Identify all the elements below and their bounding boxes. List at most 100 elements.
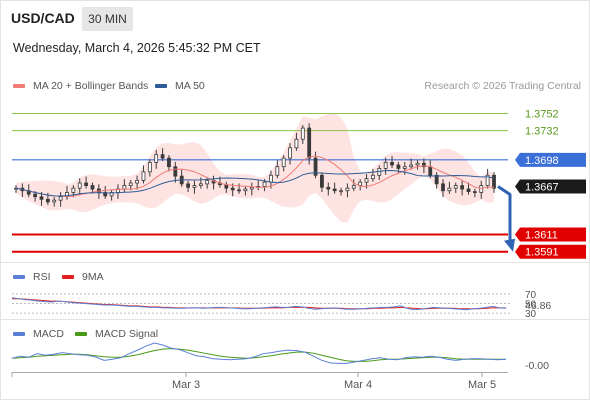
level-label-box bbox=[515, 227, 586, 242]
candle-body bbox=[141, 171, 146, 181]
level-label-0: 1.3752 bbox=[525, 108, 559, 120]
macd-signal-swatch bbox=[75, 332, 87, 336]
x-tick-label: Mar 3 bbox=[172, 379, 200, 391]
candle-body bbox=[128, 182, 133, 186]
candle-body bbox=[358, 181, 363, 186]
level-label-text: 1.3667 bbox=[525, 181, 559, 193]
level-label-text: 1.3698 bbox=[525, 155, 559, 167]
level-label-text: 1.3611 bbox=[525, 230, 558, 242]
candle-body bbox=[160, 154, 165, 159]
candle-body bbox=[249, 186, 254, 190]
ma50-swatch bbox=[155, 84, 167, 88]
legend-rsi-ma-label: 9MA bbox=[82, 271, 104, 283]
candle-body bbox=[428, 166, 433, 176]
timeframe-button[interactable]: 30 MIN bbox=[82, 7, 133, 31]
ma20-line bbox=[15, 155, 495, 198]
candle-body bbox=[230, 187, 235, 191]
candle-body bbox=[415, 162, 420, 166]
legend-rsi-label: RSI bbox=[33, 271, 51, 283]
macd-signal-line bbox=[11, 348, 506, 362]
rsi-level-label: 70 bbox=[525, 290, 537, 301]
candle-body bbox=[300, 127, 305, 140]
level-label-box bbox=[515, 152, 586, 167]
candle-body bbox=[71, 187, 76, 193]
candle-body bbox=[383, 161, 388, 169]
forecast-arrow bbox=[497, 185, 512, 244]
rsi-level-label: 30 bbox=[525, 309, 537, 320]
level-label-text: 1.3752 bbox=[525, 108, 559, 120]
x-tick-label: Mar 5 bbox=[468, 379, 496, 391]
ma20-swatch bbox=[13, 84, 25, 88]
legend-ma50-label: MA 50 bbox=[175, 80, 205, 92]
level-label-text: 1.3732 bbox=[525, 126, 559, 138]
candle-body bbox=[313, 157, 318, 176]
legend-macd-signal: MACD Signal bbox=[75, 328, 158, 340]
legend-macd: MACD bbox=[13, 328, 64, 340]
ma50-line bbox=[15, 170, 495, 197]
legend-macd-label: MACD bbox=[33, 328, 64, 340]
legend-macd-signal-label: MACD Signal bbox=[95, 328, 159, 340]
macd-line bbox=[11, 342, 507, 364]
candle-body bbox=[390, 161, 394, 166]
candle-body bbox=[186, 183, 190, 188]
candle-body bbox=[466, 188, 471, 192]
x-tick-label: Mar 4 bbox=[344, 379, 372, 391]
candle-body bbox=[269, 174, 273, 183]
candle-body bbox=[421, 162, 426, 168]
level-label-3: 1.3667 bbox=[515, 179, 586, 194]
candle-body bbox=[167, 157, 171, 168]
candle-body bbox=[345, 187, 350, 192]
legend-ma20: MA 20 + Bollinger Bands bbox=[13, 80, 148, 92]
candle-body bbox=[396, 164, 401, 169]
candle-body bbox=[332, 188, 337, 192]
chart-datetime: Wednesday, March 4, 2026 5:45:32 PM CET bbox=[13, 41, 261, 55]
candle-body bbox=[402, 166, 407, 169]
level-label-4: 1.3611 bbox=[515, 227, 586, 242]
candle-body bbox=[122, 185, 127, 190]
candle-body bbox=[339, 190, 343, 193]
level-label-box bbox=[515, 179, 586, 194]
candle-body bbox=[447, 187, 452, 192]
bollinger-band bbox=[16, 113, 494, 223]
candle-body bbox=[351, 185, 356, 189]
candle-body bbox=[237, 189, 241, 192]
candle-body bbox=[472, 191, 477, 193]
candle-body bbox=[275, 166, 280, 176]
legend-rsi-ma: 9MA bbox=[62, 271, 104, 283]
candle-body bbox=[103, 192, 108, 197]
level-label-2: 1.3698 bbox=[515, 152, 586, 167]
macd-value-label: -0.00 bbox=[525, 360, 549, 372]
candle-body bbox=[77, 182, 82, 189]
level-label-5: 1.3591 bbox=[515, 244, 586, 259]
candle-body bbox=[58, 196, 63, 201]
candle-body bbox=[205, 180, 210, 185]
candle-body bbox=[243, 188, 248, 192]
research-credit: Research © 2026 Trading Central bbox=[424, 80, 581, 92]
candle-body bbox=[52, 199, 57, 203]
candle-body bbox=[262, 181, 267, 187]
candle-body bbox=[45, 198, 50, 203]
candle-body bbox=[84, 182, 89, 186]
legend-ma20-label: MA 20 + Bollinger Bands bbox=[33, 80, 149, 92]
candle-body bbox=[307, 127, 312, 159]
candle-body bbox=[320, 174, 324, 188]
candle-body bbox=[33, 193, 38, 198]
candle-body bbox=[147, 161, 152, 173]
rsi-swatch bbox=[13, 275, 25, 279]
rsi-ma-swatch bbox=[62, 275, 74, 279]
candle-body bbox=[479, 185, 484, 193]
candle-body bbox=[441, 183, 445, 192]
candle-body bbox=[288, 147, 292, 159]
level-label-1: 1.3732 bbox=[525, 126, 559, 138]
legend-ma50: MA 50 bbox=[155, 80, 205, 92]
candle-body bbox=[371, 174, 375, 180]
rsi-level-label: 50 bbox=[525, 300, 537, 311]
candle-body bbox=[90, 185, 95, 190]
macd-swatch bbox=[13, 332, 25, 336]
instrument-symbol: USD/CAD bbox=[11, 10, 75, 26]
candle-body bbox=[492, 174, 496, 189]
candle-body bbox=[453, 185, 458, 189]
forecast-arrow-head bbox=[504, 238, 515, 252]
candle-body bbox=[281, 157, 286, 168]
